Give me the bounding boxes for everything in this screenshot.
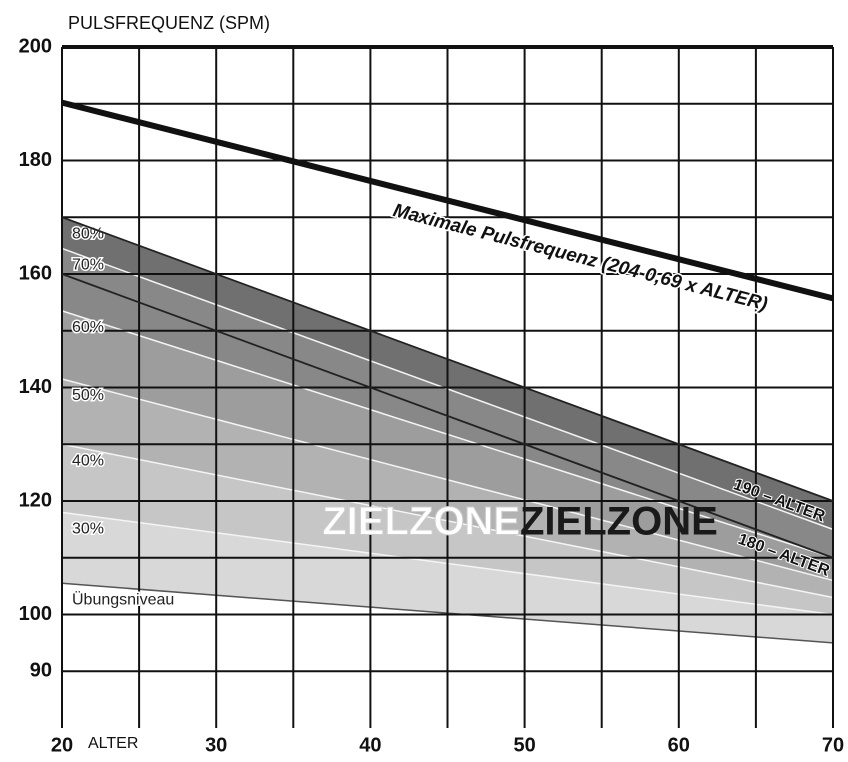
y-tick-label: 160 bbox=[19, 262, 52, 284]
y-tick-label: 100 bbox=[19, 603, 52, 625]
zone-label: 70% bbox=[72, 257, 104, 274]
y-tick-label: 200 bbox=[19, 35, 52, 57]
series-line bbox=[61, 216, 834, 502]
zone-label: 30% bbox=[72, 521, 104, 538]
series-line bbox=[61, 99, 834, 302]
zone-label: 80% bbox=[72, 225, 104, 242]
zone-title: ZIELZONE bbox=[322, 500, 520, 544]
x-tick-label: 60 bbox=[668, 734, 690, 756]
zone-label: 50% bbox=[72, 387, 104, 404]
x-tick-label: 70 bbox=[822, 734, 844, 756]
y-tick-label: 120 bbox=[19, 489, 52, 511]
series-line bbox=[61, 273, 834, 559]
x-axis-label: ALTER bbox=[88, 735, 138, 752]
x-tick-label: 50 bbox=[513, 734, 535, 756]
zone-label: Übungsniveau bbox=[72, 591, 174, 609]
y-tick-label: 140 bbox=[19, 376, 52, 398]
zone-label: 60% bbox=[72, 319, 104, 336]
x-tick-label: 20 bbox=[51, 734, 73, 756]
zone-label: 40% bbox=[72, 452, 104, 469]
y-axis-label: PULSFREQUENZ (SPM) bbox=[68, 13, 270, 33]
y-tick-label: 180 bbox=[19, 149, 52, 171]
zone-title: ZIELZONE bbox=[520, 500, 718, 544]
y-tick-label: 90 bbox=[30, 660, 52, 682]
x-tick-label: 30 bbox=[205, 734, 227, 756]
x-tick-label: 40 bbox=[359, 734, 381, 756]
